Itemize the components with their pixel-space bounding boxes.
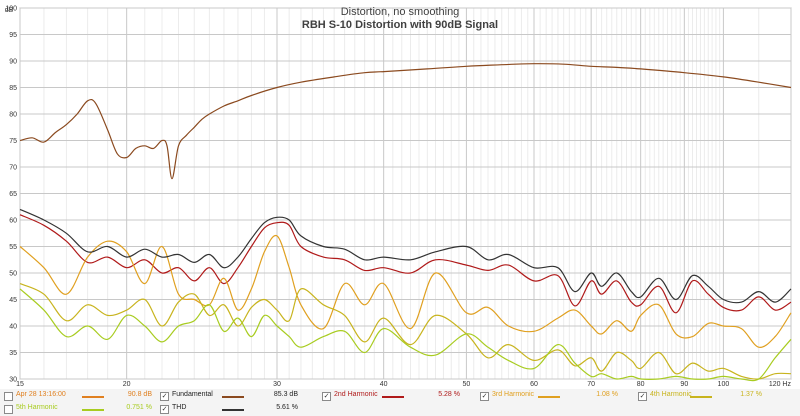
chart-title: Distortion, no smoothing [341,6,460,18]
legend-checkbox-h3[interactable]: ✓ [480,392,489,401]
y-tick-label: 75 [9,138,17,145]
legend-value-timestamp: 90.8 dB [127,391,152,398]
y-tick-label: 100 [5,6,17,13]
legend-item-fundamental: ✓ Fundamental 85.3 dB [160,390,302,403]
legend-label-h4: 4th Harmonic [650,391,692,398]
chart-ticks: 15 20 30 40 50 60 70 80 90 100 120 Hz 30 35 40 45 50 55 6… [5,6,791,389]
y-tick-label: 60 [9,218,17,225]
y-tick-label: 65 [9,191,17,198]
legend-swatch-h5 [82,409,104,411]
y-tick-label: 90 [9,59,17,66]
legend-checkbox-h5[interactable] [4,405,13,414]
y-tick-label: 30 [9,377,17,384]
legend-value-fundamental: 85.3 dB [273,391,298,398]
y-tick-label: 35 [9,350,17,357]
legend-value-thd: 5.61 % [276,404,298,411]
legend-swatch-fundamental [222,396,244,398]
series-thd-line [19,208,792,304]
x-tick-label: 30 [273,381,281,388]
x-tick-label: 90 [680,381,688,388]
legend-swatch-timestamp [82,396,104,398]
legend-item-h3: ✓ 3rd Harmonic 1.08 % [480,390,622,403]
y-tick-label: 85 [9,85,17,92]
y-tick-label: 70 [9,165,17,172]
legend-checkbox-fundamental[interactable]: ✓ [160,392,169,401]
y-tick-label: 95 [9,32,17,39]
legend-item-h2: ✓ 2nd Harmonic 5.28 % [322,390,464,403]
legend-checkbox-timestamp[interactable] [4,392,13,401]
legend-swatch-h3 [538,396,560,398]
series-fundamental-line [19,63,792,180]
legend-panel: Apr 28 13:16:00 90.8 dB ✓ Fundamental 85.3 d… [0,389,800,416]
legend-checkbox-thd[interactable]: ✓ [160,405,169,414]
y-tick-label: 80 [9,112,17,119]
series-2nd-harmonic-line [19,214,792,314]
legend-label-h2: 2nd Harmonic [334,391,378,398]
legend-swatch-thd [222,409,244,411]
y-tick-label: 50 [9,271,17,278]
x-tick-label: 40 [380,381,388,388]
y-tick-label: 45 [9,297,17,304]
x-tick-label: 20 [123,381,131,388]
legend-swatch-h2 [382,396,404,398]
series-3rd-harmonic-line [19,234,792,348]
series-5th-harmonic-line [19,288,792,382]
chart-grid [19,7,792,380]
legend-item-h5: 5th Harmonic 0.751 % [4,403,156,416]
y-tick-label: 55 [9,244,17,251]
x-tick-label: 80 [637,381,645,388]
legend-value-h5: 0.751 % [126,404,152,411]
legend-item-h4: ✓ 4th Harmonic 1.37 % [638,390,766,403]
legend-checkbox-h4[interactable]: ✓ [638,392,647,401]
legend-label-fundamental: Fundamental [172,391,213,398]
x-tick-label: 15 [16,381,24,388]
x-tick-label: 60 [530,381,538,388]
legend-swatch-h4 [690,396,712,398]
legend-value-h3: 1.08 % [596,391,618,398]
legend-value-h2: 5.28 % [438,391,460,398]
chart-series [19,63,792,382]
chart-subtitle: RBH S-10 Distortion with 90dB Signal [302,19,498,31]
x-tick-label: 50 [463,381,471,388]
legend-checkbox-h2[interactable]: ✓ [322,392,331,401]
series-4th-harmonic-line [19,283,792,380]
legend-item-timestamp: Apr 28 13:16:00 90.8 dB [4,390,156,403]
y-axis-label: dB [5,7,14,14]
legend-label-h3: 3rd Harmonic [492,391,535,398]
legend-label-h5: 5th Harmonic [16,404,58,411]
y-tick-label: 40 [9,324,17,331]
legend-item-thd: ✓ THD 5.61 % [160,403,302,416]
distortion-chart: 15 20 30 40 50 60 70 80 90 100 120 Hz 30 35 40 45 50 55 6… [5,6,792,389]
legend-value-h4: 1.37 % [740,391,762,398]
legend-label-thd: THD [172,404,187,411]
legend-label-timestamp: Apr 28 13:16:00 [16,391,66,398]
x-tick-label: 100 [718,381,730,388]
x-tick-label: 120 Hz [769,381,792,388]
x-tick-label: 70 [587,381,595,388]
